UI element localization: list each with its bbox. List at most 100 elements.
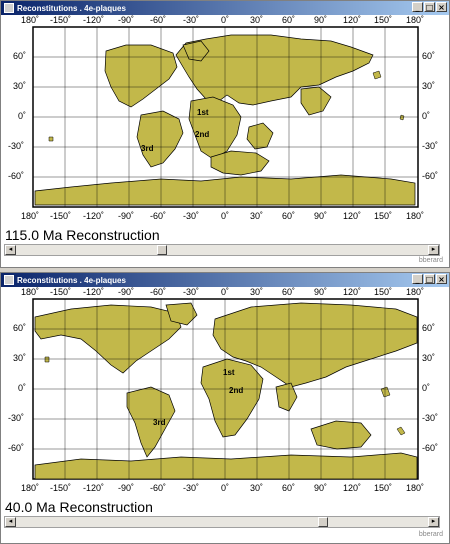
continents <box>34 34 416 206</box>
lon-label: 0˚ <box>221 483 230 493</box>
lon-label: -90˚ <box>118 15 135 25</box>
landmass-greenland <box>165 302 198 326</box>
lon-label: 150˚ <box>374 211 393 221</box>
lon-label: 90˚ <box>314 483 328 493</box>
lon-label: 120˚ <box>343 211 362 221</box>
lon-label: 180˚ <box>406 211 425 221</box>
close-button[interactable]: × <box>436 2 447 12</box>
map-canvas: 1st 2nd 3rd <box>32 26 419 208</box>
lon-label: 120˚ <box>343 15 362 25</box>
lon-label: 150˚ <box>374 483 393 493</box>
plate-label-2nd: 2nd <box>195 130 209 139</box>
scroll-right-icon[interactable]: ▸ <box>428 245 439 255</box>
lon-label: 180˚ <box>406 287 425 297</box>
lat-label: 0˚ <box>18 383 27 393</box>
lon-label: -120˚ <box>83 287 105 297</box>
maximize-button[interactable]: □ <box>424 274 435 284</box>
close-button[interactable]: × <box>436 274 447 284</box>
plate-label-3rd: 3rd <box>153 418 166 427</box>
maximize-button[interactable]: □ <box>424 2 435 12</box>
lon-label: -120˚ <box>83 211 105 221</box>
lon-label: 120˚ <box>343 483 362 493</box>
lon-label: 180˚ <box>406 483 425 493</box>
lon-label: 180˚ <box>21 211 40 221</box>
lon-label: -60˚ <box>150 211 167 221</box>
lon-label: 0˚ <box>221 287 230 297</box>
credit-text: bberard <box>418 531 443 538</box>
minimize-button[interactable]: _ <box>412 2 423 12</box>
lon-label: 30˚ <box>250 211 264 221</box>
lon-label: 0˚ <box>221 15 230 25</box>
lat-label: 0˚ <box>18 111 27 121</box>
landmass-greenland <box>182 40 210 62</box>
landmass-south-america <box>126 386 176 458</box>
lon-label: 120˚ <box>343 287 362 297</box>
lat-label: 60˚ <box>13 323 27 333</box>
slider-thumb[interactable] <box>318 517 328 527</box>
lon-label: 30˚ <box>250 15 264 25</box>
island <box>48 136 54 142</box>
plate-label-3rd: 3rd <box>141 144 154 153</box>
lon-label: 180˚ <box>21 287 40 297</box>
lon-label: 30˚ <box>250 483 264 493</box>
lat-label: 30˚ <box>422 81 436 91</box>
lon-label: -90˚ <box>118 287 135 297</box>
landmass-australia <box>310 420 372 450</box>
lon-label: 60˚ <box>282 211 296 221</box>
lat-label: 30˚ <box>422 353 436 363</box>
lon-label: -30˚ <box>183 287 200 297</box>
window-title: Reconstitutions . 4e-plaques <box>17 3 126 13</box>
lon-label: -150˚ <box>50 211 72 221</box>
app-icon <box>4 3 14 13</box>
window-title: Reconstitutions . 4e-plaques <box>17 275 126 285</box>
lat-label: -60˚ <box>8 443 25 453</box>
scroll-left-icon[interactable]: ◂ <box>5 245 16 255</box>
scroll-left-icon[interactable]: ◂ <box>5 517 16 527</box>
time-slider[interactable]: ◂ ▸ <box>4 244 440 256</box>
landmass-eurasia <box>212 302 418 388</box>
lat-label: -30˚ <box>422 141 439 151</box>
lon-label: 180˚ <box>21 483 40 493</box>
plate-label-1st: 1st <box>197 108 209 117</box>
reconstruction-window-40: Reconstitutions . 4e-plaques _ □ × <box>0 272 450 544</box>
time-slider[interactable]: ◂ ▸ <box>4 516 440 528</box>
lat-label: -60˚ <box>422 171 439 181</box>
lon-label: -60˚ <box>150 15 167 25</box>
lon-label: 0˚ <box>221 211 230 221</box>
minimize-button[interactable]: _ <box>412 274 423 284</box>
title-bar: Reconstitutions . 4e-plaques _ □ × <box>1 1 449 15</box>
lon-label: 60˚ <box>282 287 296 297</box>
lon-label: 180˚ <box>406 15 425 25</box>
island <box>396 426 406 436</box>
lon-label: 150˚ <box>374 15 393 25</box>
islands <box>48 70 405 142</box>
lon-label: -30˚ <box>183 211 200 221</box>
lat-label: 60˚ <box>422 51 436 61</box>
scroll-right-icon[interactable]: ▸ <box>428 517 439 527</box>
island <box>44 356 50 363</box>
reconstruction-label: 40.0 Ma Reconstruction <box>5 499 153 515</box>
title-bar: Reconstitutions . 4e-plaques _ □ × <box>1 273 449 287</box>
lat-label: -60˚ <box>422 443 439 453</box>
credit-text: bberard <box>418 257 443 264</box>
landmass-south-america <box>136 110 184 168</box>
landmass-north-america <box>34 304 182 374</box>
app-icon <box>4 275 14 285</box>
lat-label: 30˚ <box>13 353 27 363</box>
lon-label: 60˚ <box>282 483 296 493</box>
lon-label: 90˚ <box>314 15 328 25</box>
world-map: 1st 2nd 3rd 180˚ -150˚ -120˚ -90˚ -60˚ -… <box>1 15 450 223</box>
lon-label: -120˚ <box>83 15 105 25</box>
lat-label: 60˚ <box>13 51 27 61</box>
slider-thumb[interactable] <box>157 245 167 255</box>
lat-label: -30˚ <box>8 413 25 423</box>
lon-label: 90˚ <box>314 211 328 221</box>
lon-label: 30˚ <box>250 287 264 297</box>
lon-label: 60˚ <box>282 15 296 25</box>
island <box>372 70 382 80</box>
lat-label: -60˚ <box>8 171 25 181</box>
lon-label: -30˚ <box>183 483 200 493</box>
lat-label: -30˚ <box>8 141 25 151</box>
world-map: 1st 2nd 3rd 180˚ -150˚ -120˚ -90˚ -60˚ -… <box>1 287 450 495</box>
lon-label: -60˚ <box>150 287 167 297</box>
